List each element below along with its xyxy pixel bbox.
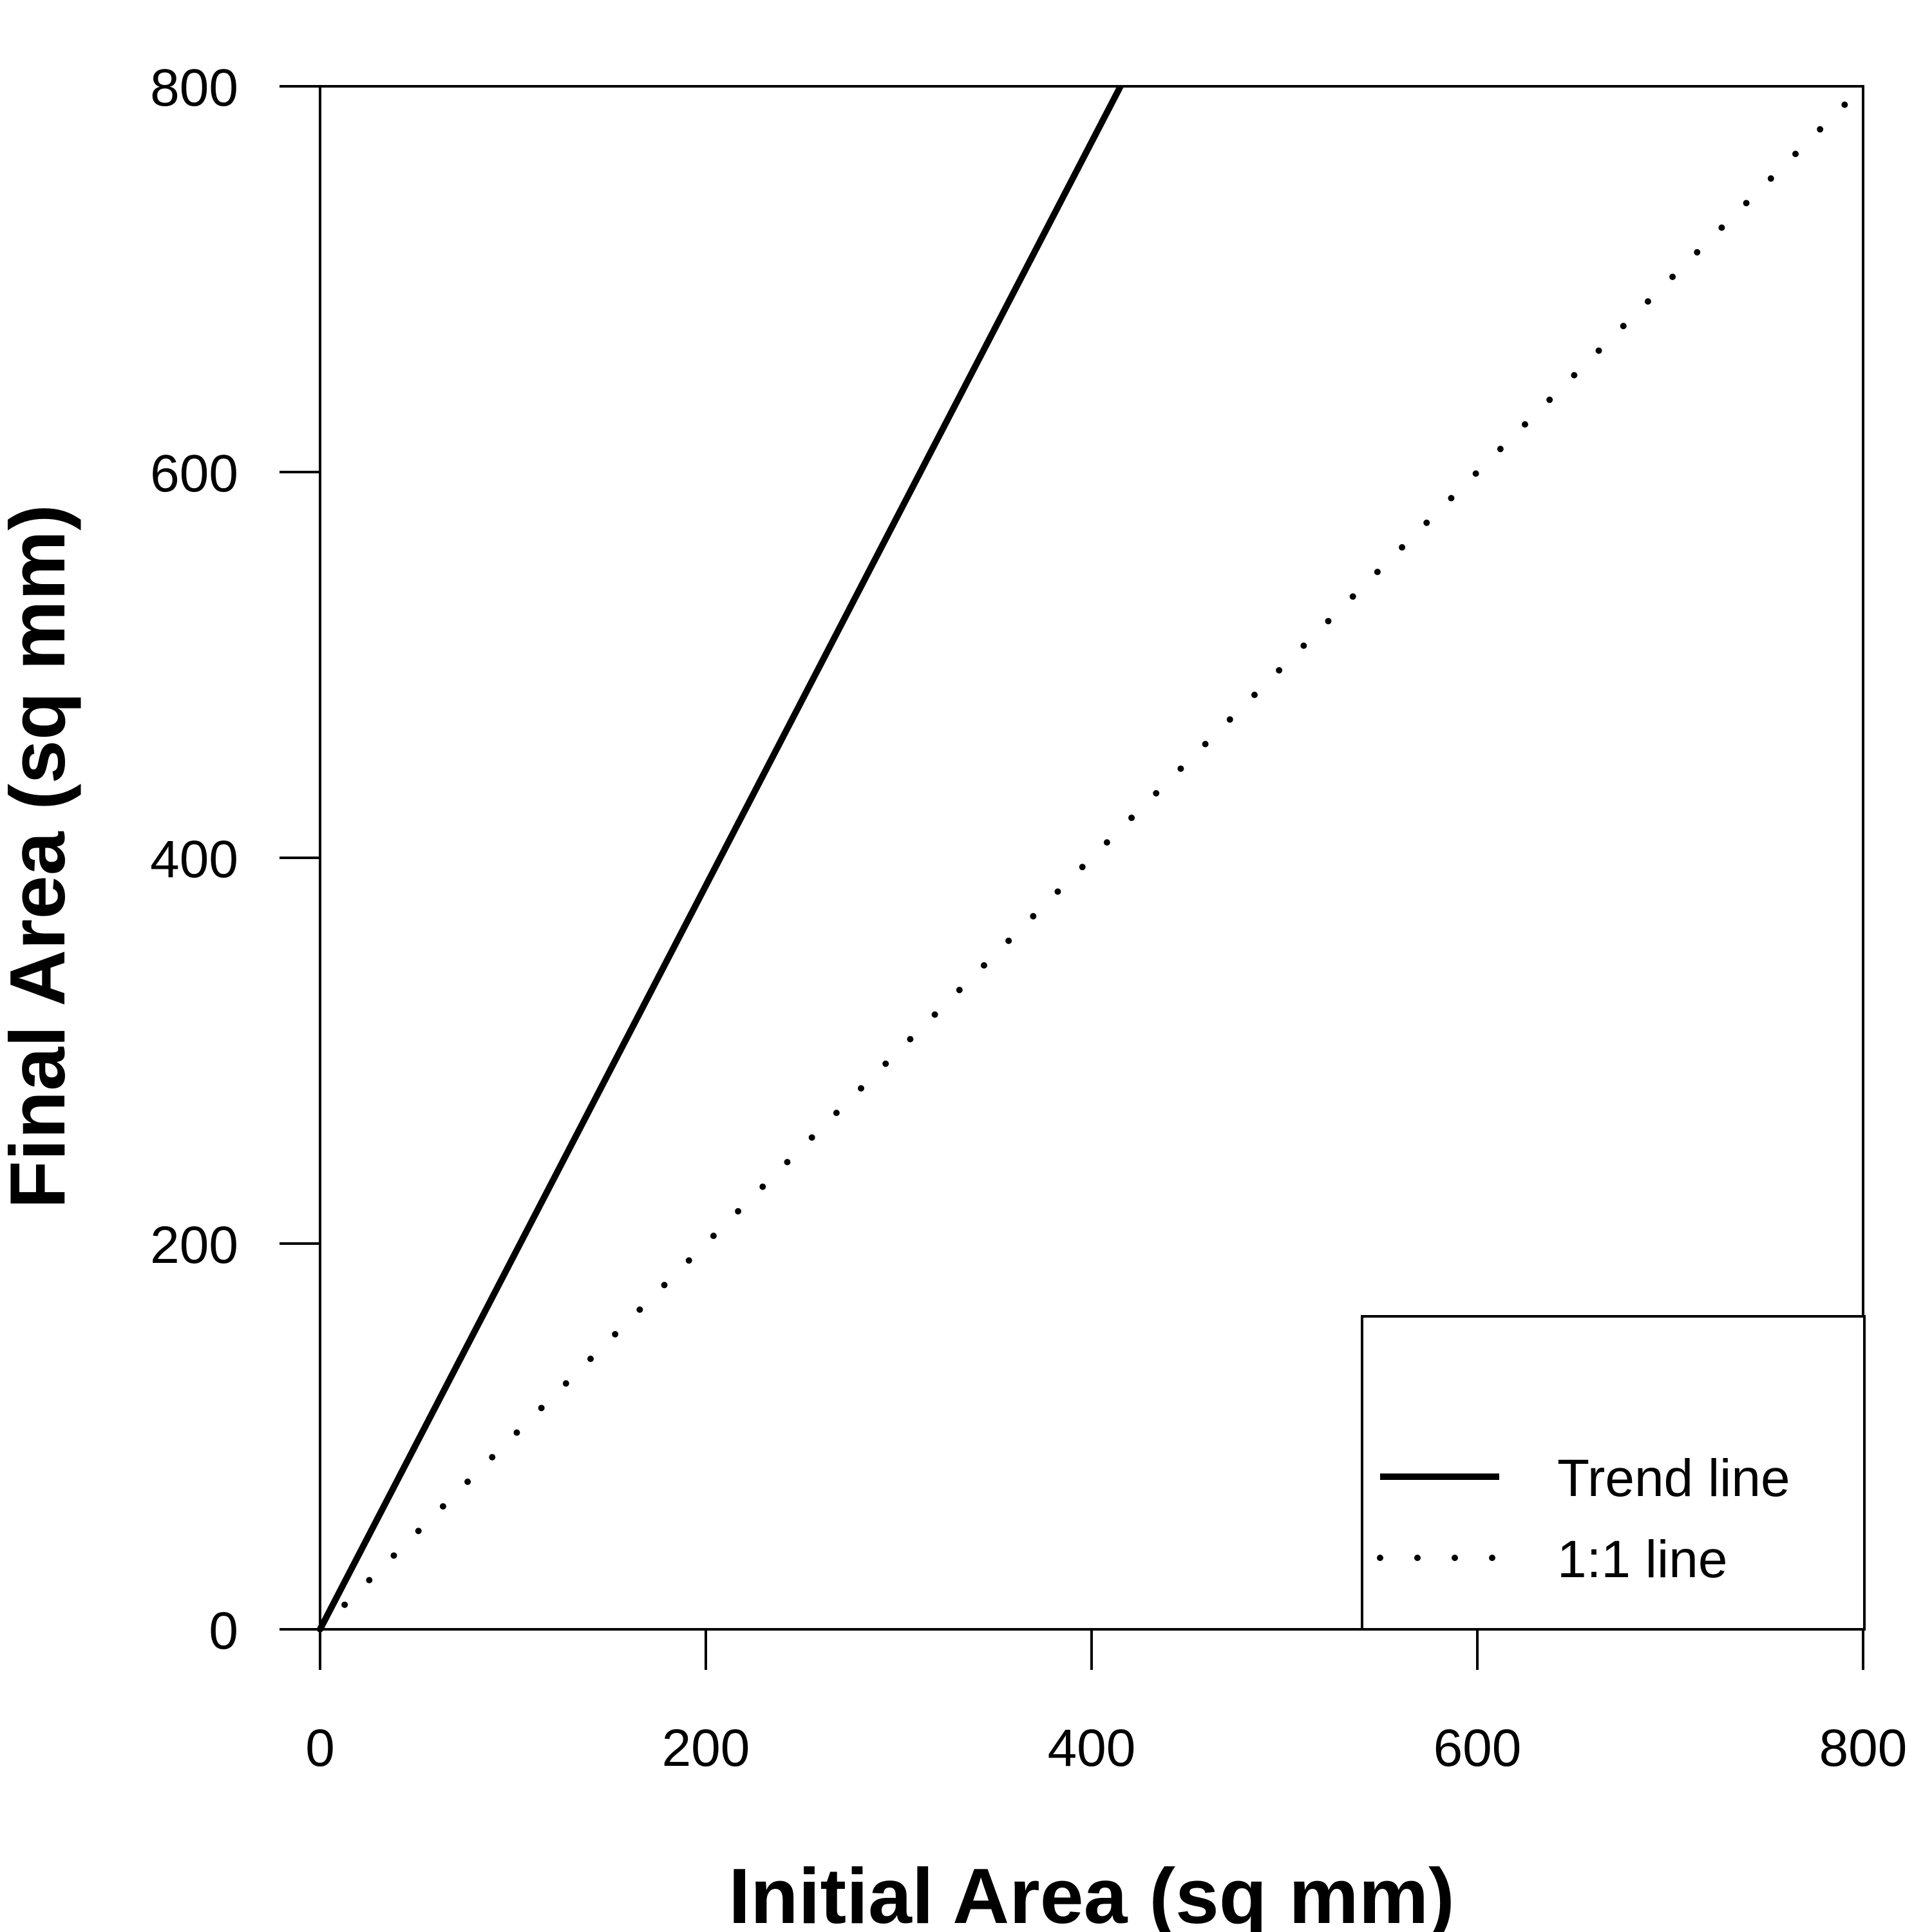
- x-tick-label: 200: [662, 1719, 750, 1777]
- x-tick-label: 0: [305, 1719, 335, 1777]
- y-tick-label: 0: [209, 1602, 238, 1660]
- legend-entries: Trend line 1:1 line: [1377, 1449, 1790, 1589]
- series-line: [317, 84, 1124, 1631]
- legend-label: Trend line: [1557, 1449, 1790, 1508]
- series-layer: [317, 83, 1866, 1633]
- y-axis-title: Final Area (sq mm): [0, 504, 81, 1209]
- y-tick-label: 200: [150, 1216, 238, 1274]
- x-tick-label: 800: [1819, 1719, 1908, 1777]
- y-tick-label: 800: [150, 59, 238, 117]
- x-tick-label: 600: [1434, 1719, 1522, 1777]
- y-axis: 0 200 400 600 800: [150, 59, 321, 1660]
- legend: Trend line 1:1 line: [1361, 1315, 1866, 1631]
- legend-box: [1361, 1315, 1866, 1631]
- y-tick-label: 600: [150, 444, 238, 503]
- x-axis-title: Initial Area (sq mm): [728, 1852, 1455, 1932]
- legend-label: 1:1 line: [1557, 1530, 1727, 1589]
- x-axis: 0 200 400 600 800: [305, 1628, 1908, 1777]
- x-tick-label: 400: [1048, 1719, 1136, 1777]
- y-tick-label: 400: [150, 830, 238, 889]
